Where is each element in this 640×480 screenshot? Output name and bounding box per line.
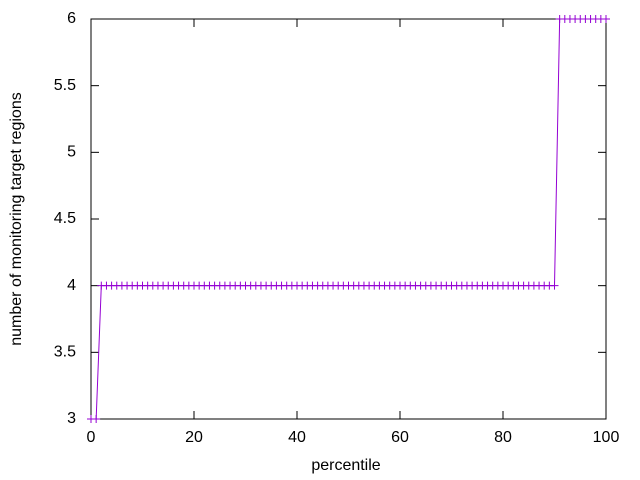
y-axis-label: number of monitoring target regions [8, 92, 25, 345]
x-tick-label: 40 [288, 429, 306, 446]
y-tick-label: 3 [67, 410, 76, 427]
plot-frame [90, 18, 607, 420]
point-marker [602, 15, 610, 23]
x-tick-label: 20 [185, 429, 203, 446]
x-tick-label: 0 [87, 429, 96, 446]
y-tick-label: 4.5 [54, 210, 76, 227]
point-marker [92, 415, 101, 423]
y-tick-label: 5.5 [54, 77, 76, 94]
point-marker [550, 281, 559, 290]
y-tick-label: 5 [67, 144, 76, 161]
x-tick-label: 60 [391, 429, 409, 446]
y-tick-label: 6 [67, 10, 76, 27]
y-tick-label: 3.5 [54, 344, 76, 361]
x-tick-label: 80 [494, 429, 512, 446]
data-line [91, 18, 606, 420]
x-tick-label: 100 [593, 429, 620, 446]
x-axis-label: percentile [311, 457, 380, 474]
y-tick-label: 4 [67, 277, 76, 294]
